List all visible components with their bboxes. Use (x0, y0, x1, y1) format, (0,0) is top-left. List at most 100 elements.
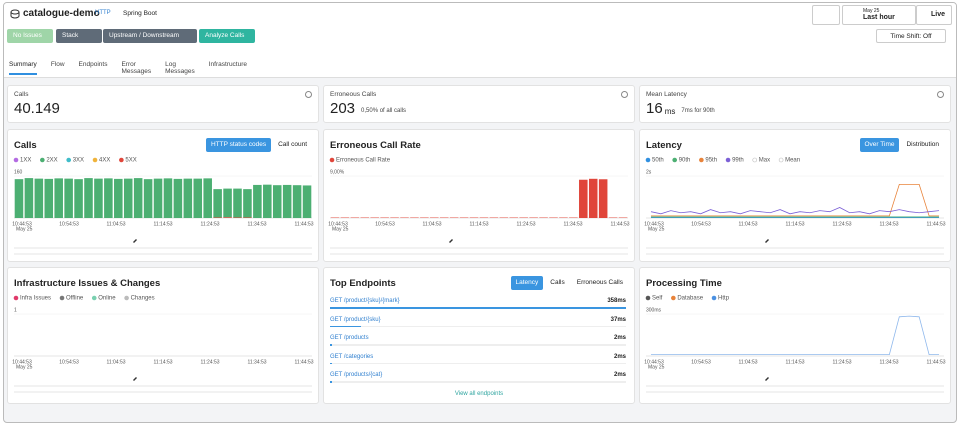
link-button[interactable] (812, 5, 840, 25)
bar (223, 217, 232, 218)
x-tick-label: 10:44:53 (644, 221, 664, 227)
legend-label: 90th (679, 158, 691, 164)
upstream-button[interactable]: Upstream / Downstream (103, 29, 197, 43)
tab[interactable]: Endpoints (78, 61, 108, 68)
live: Live (931, 11, 946, 18)
x-tick-label: 10:54:53 (59, 359, 79, 365)
toggle[interactable]: Latency (510, 276, 544, 290)
issues-button[interactable]: No Issues (7, 29, 53, 43)
bar (213, 217, 222, 218)
service-name: catalogue-demo (23, 8, 100, 19)
live-button[interactable]: Live (916, 5, 952, 25)
bar (44, 178, 54, 218)
kpi-label: Calls (14, 91, 29, 98)
kpi-card: Calls 40.149 (7, 85, 319, 123)
legend-label: 4XX (99, 158, 110, 164)
legend-dot (752, 157, 758, 163)
x-tick-label: 10:54:53 (691, 221, 711, 227)
tab[interactable]: Flow (50, 61, 65, 68)
legend-dot (671, 295, 676, 301)
endpoint-bar (330, 381, 332, 383)
legend-label: Infra Issues (20, 296, 51, 302)
panel: Top Endpoints Erroneous Calls Calls Latency… (323, 267, 635, 404)
endpoint-name[interactable]: GET /categories (330, 353, 374, 360)
bar (84, 178, 93, 218)
time-shift[interactable]: Time Shift: Off (876, 29, 946, 43)
y-tick-label: 1 (14, 307, 17, 313)
endpoint-value: 2ms (613, 372, 626, 378)
panel-title: Latency (646, 140, 682, 151)
kpi-note: 0,50% of all calls (361, 108, 407, 114)
endpoint-name[interactable]: GET /product/{sku} (330, 316, 381, 323)
date: May 25 (863, 8, 880, 14)
panel: Calls Call count HTTP status codes 1XX 2XX 3X… (7, 129, 319, 262)
bar (302, 185, 312, 218)
toggle[interactable]: Call count (278, 141, 307, 148)
stack-button[interactable]: Stack (56, 29, 102, 43)
toggle[interactable]: Erroneous Calls (576, 279, 623, 286)
tab[interactable]: Error Messages (121, 61, 152, 75)
legend-label: 2XX (46, 158, 57, 164)
legend-label: Mean (785, 158, 800, 164)
x-tick-label: 11:24:53 (200, 359, 219, 365)
toggle[interactable]: Over Time (859, 138, 900, 152)
x-tick-label: 10:54:53 (691, 359, 711, 365)
endpoint-name[interactable]: GET /products/{cat} (330, 372, 383, 378)
x-tick-label: 11:34:53 (563, 221, 582, 227)
bar (24, 178, 34, 218)
kpi-unit: ms (664, 107, 676, 116)
legend-dot (672, 157, 677, 163)
endpoint-value: 358ms (607, 298, 626, 304)
timeline-icon (133, 377, 137, 381)
bar (54, 178, 63, 218)
endpoint-name[interactable]: GET /product/{sku}/{mark} (330, 298, 400, 304)
x-tick-label: 10:54:53 (59, 221, 79, 227)
x-tick-label: 11:44:53 (294, 221, 313, 227)
analyze-button[interactable]: Analyze Calls (199, 29, 255, 43)
x-tick-label: 10:54:53 (375, 221, 395, 227)
endpoint-name[interactable]: GET /products (330, 335, 369, 341)
legend-label: 99th (732, 158, 744, 164)
x-tick-label: 11:24:53 (516, 221, 535, 227)
dashboard: Calls 40.149 Erroneous Calls 203 0,50% of al… (4, 3, 956, 422)
panel: Infrastructure Issues & Changes Infra Iss… (7, 267, 319, 404)
bar (292, 185, 302, 218)
bar (243, 189, 252, 218)
timeline-icon (133, 239, 137, 243)
service-icon (10, 9, 20, 19)
toggle[interactable]: Calls (550, 279, 565, 286)
legend-label: Online (98, 296, 116, 302)
legend-label: Changes (131, 296, 155, 302)
tab[interactable]: Infrastructure (208, 61, 248, 68)
bar (14, 179, 24, 218)
bar (64, 178, 73, 218)
tab[interactable]: Log Messages (165, 61, 195, 75)
toggle[interactable]: Distribution (906, 141, 939, 148)
bar (272, 185, 282, 218)
x-tick-label: 11:14:53 (153, 221, 172, 227)
endpoint-track (330, 381, 626, 383)
view-all[interactable]: View all endpoints (454, 391, 504, 397)
tab[interactable]: Summary (9, 61, 37, 75)
timeline-icon (765, 377, 769, 381)
chart: Infra Issues Offline Online Changes 1 10:44:5… (12, 296, 314, 393)
x-tick-label: 10:44:53 (328, 221, 348, 227)
panel: Processing Time Self Database Http 300ms 10:4… (639, 267, 951, 404)
x-tick-label: 11:04:53 (422, 221, 441, 227)
time-picker[interactable]: May 25 Last hour (842, 5, 916, 25)
toggle[interactable]: HTTP status codes (205, 138, 272, 152)
bar (203, 178, 212, 218)
panel-title: Top Endpoints (330, 278, 396, 289)
x-tick-label: 11:44:53 (926, 221, 945, 227)
endpoint-bar (330, 325, 361, 327)
legend-label: 3XX (73, 158, 84, 164)
header: catalogue-demo HTTP Spring Boot May 25 L… (4, 3, 956, 78)
kpi-value: 40.149 (14, 100, 60, 117)
zoom-icon (621, 91, 628, 98)
legend-label: 1XX (20, 158, 31, 164)
legend-dot (645, 157, 651, 163)
endpoint-track (330, 325, 626, 327)
